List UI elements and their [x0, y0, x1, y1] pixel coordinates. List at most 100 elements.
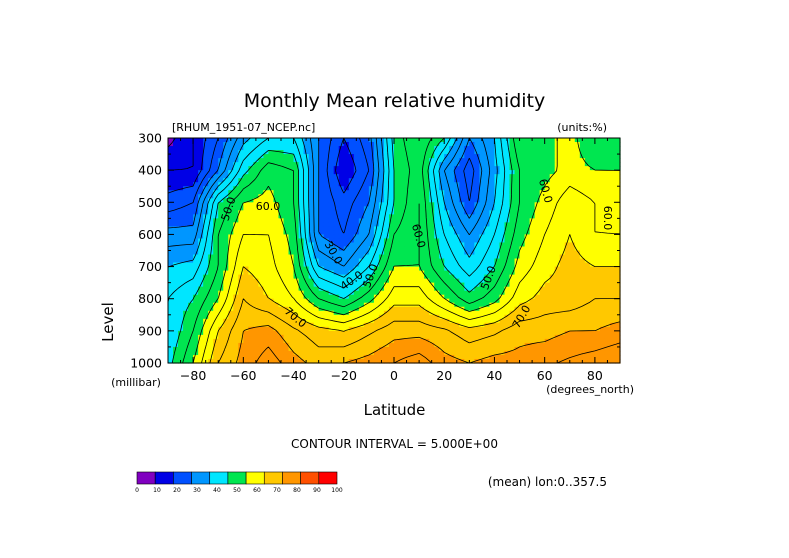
rh-cell [263, 182, 270, 187]
rh-cell [273, 286, 280, 292]
rh-cell [173, 306, 179, 312]
rh-cell [609, 246, 616, 252]
rh-cell [464, 318, 470, 324]
rh-cell [424, 230, 430, 236]
rh-cell [238, 246, 244, 252]
rh-cell [333, 242, 340, 248]
rh-cell [273, 274, 280, 280]
rh-cell [328, 182, 335, 187]
rh-cell [564, 246, 571, 252]
rh-cell [584, 246, 591, 252]
rh-cell [529, 158, 536, 163]
rh-cell [173, 218, 179, 223]
rh-cell [233, 242, 239, 248]
rh-cell [283, 246, 290, 252]
rh-cell [338, 286, 345, 292]
rh-cell [218, 262, 224, 268]
rh-cell [283, 226, 290, 232]
rh-cell [188, 286, 194, 292]
rh-cell [549, 298, 556, 304]
rh-cell [559, 218, 566, 223]
rh-cell [228, 194, 234, 199]
rh-cell [549, 238, 556, 244]
rh-cell [333, 226, 340, 232]
rh-cell [333, 262, 340, 268]
rh-cell [263, 174, 270, 179]
rh-cell [414, 182, 420, 187]
rh-cell [494, 214, 501, 219]
rh-cell [308, 218, 315, 223]
rh-cell [368, 274, 375, 280]
rh-cell [228, 270, 234, 276]
rh-cell [323, 154, 330, 159]
rh-cell [394, 194, 400, 199]
rh-cell [198, 138, 204, 143]
rh-cell [213, 338, 219, 344]
rh-cell [298, 346, 305, 352]
rh-cell [614, 250, 621, 256]
rh-cell [539, 178, 546, 183]
rh-cell [353, 150, 360, 155]
rh-cell [499, 222, 506, 227]
rh-cell [338, 230, 345, 236]
rh-cell [494, 154, 501, 159]
rh-cell [479, 142, 485, 147]
rh-cell [198, 286, 204, 292]
rh-cell [459, 294, 465, 300]
rh-cell [479, 298, 485, 304]
rh-cell [183, 270, 189, 276]
rh-cell [499, 334, 506, 340]
rh-cell [278, 158, 285, 163]
rh-cell [584, 306, 591, 312]
rh-cell [348, 358, 355, 364]
rh-cell [559, 226, 566, 232]
rh-cell [594, 198, 601, 203]
rh-cell [378, 182, 385, 187]
rh-cell [509, 294, 516, 300]
rh-cell [424, 302, 430, 308]
rh-cell [539, 138, 546, 143]
rh-cell [539, 158, 546, 163]
rh-cell [338, 306, 345, 312]
rh-cell [183, 150, 189, 155]
rh-cell [414, 266, 420, 272]
rh-cell [454, 298, 460, 304]
rh-cell [208, 150, 214, 155]
rh-cell [409, 314, 415, 320]
rh-cell [549, 346, 556, 352]
rh-cell [494, 274, 501, 280]
rh-cell [248, 182, 254, 187]
rh-cell [278, 238, 285, 244]
rh-cell [383, 182, 390, 187]
rh-cell [238, 322, 244, 328]
rh-cell [253, 350, 259, 356]
rh-cell [388, 306, 395, 312]
rh-cell [253, 338, 259, 344]
rh-cell [534, 266, 541, 272]
rh-cell [188, 338, 194, 344]
rh-cell [499, 270, 506, 276]
rh-cell [378, 202, 385, 207]
rh-cell [404, 234, 410, 240]
rh-cell [173, 298, 179, 304]
rh-cell [243, 190, 249, 195]
rh-cell [363, 222, 370, 227]
rh-cell [444, 290, 450, 296]
rh-cell [203, 226, 209, 232]
rh-cell [594, 274, 601, 280]
rh-cell [569, 242, 576, 248]
rh-cell [419, 314, 425, 320]
rh-cell [218, 222, 224, 227]
rh-cell [368, 322, 375, 328]
rh-cell [519, 150, 526, 155]
rh-cell [399, 350, 405, 356]
rh-cell [273, 238, 280, 244]
rh-cell [504, 190, 511, 195]
rh-cell [514, 298, 521, 304]
rh-cell [594, 266, 601, 272]
rh-cell [348, 298, 355, 304]
rh-cell [574, 150, 581, 155]
rh-cell [544, 182, 551, 187]
rh-cell [368, 170, 375, 175]
rh-cell [419, 158, 425, 163]
